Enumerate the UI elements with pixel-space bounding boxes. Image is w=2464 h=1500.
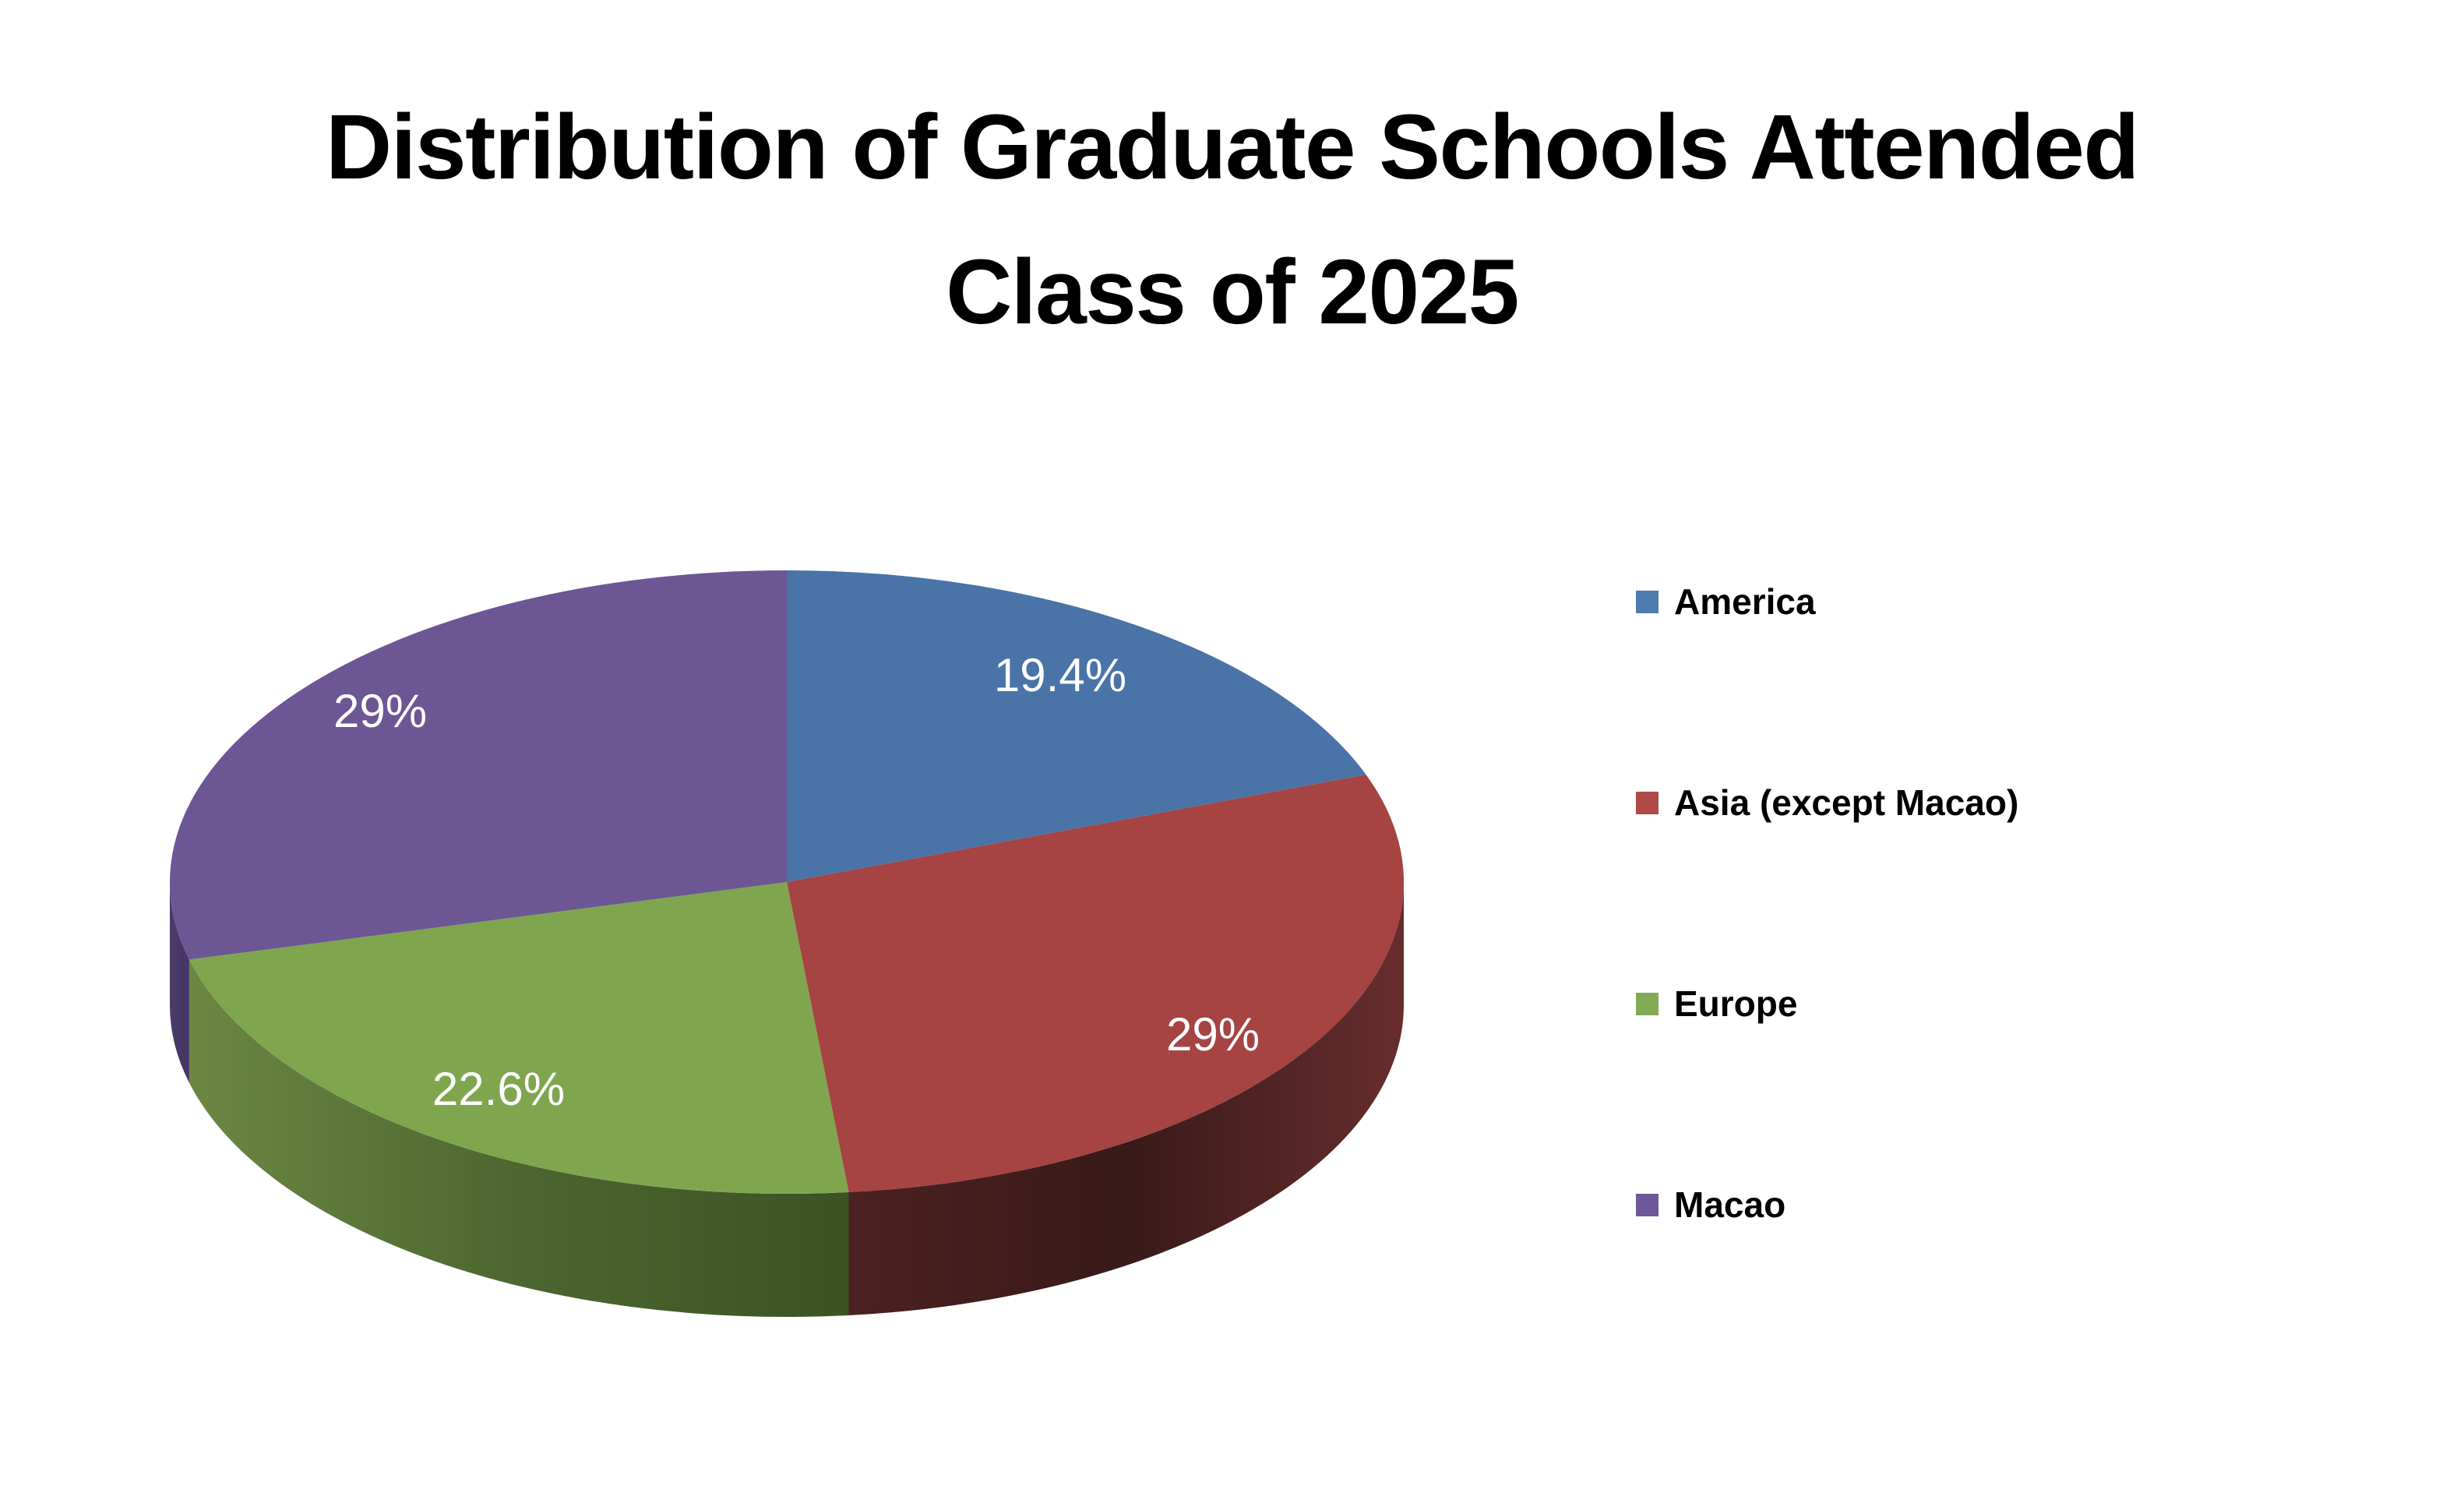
legend-label-macao: Macao bbox=[1674, 1184, 1786, 1225]
legend: America Asia (except Macao) Europe Macao bbox=[1636, 581, 2019, 1225]
pie-label-asia: 29% bbox=[1166, 1008, 1260, 1061]
legend-swatch-asia bbox=[1636, 791, 1659, 814]
legend-label-europe: Europe bbox=[1674, 983, 1798, 1024]
pie-label-macao: 29% bbox=[333, 685, 427, 737]
pie-side-macao bbox=[170, 882, 189, 1083]
legend-swatch-america bbox=[1636, 590, 1659, 613]
pie-slice-macao bbox=[170, 570, 788, 960]
legend-item-america: America bbox=[1636, 581, 2018, 622]
pie-side-asia bbox=[848, 882, 1404, 1315]
chart-title-line2: Class of 2025 bbox=[946, 241, 1519, 344]
chart-title-line1: Distribution of Graduate Schools Attende… bbox=[326, 96, 2139, 199]
pie-slice-europe bbox=[189, 882, 849, 1195]
pie-label-america: 19.4% bbox=[994, 649, 1126, 701]
legend-swatch-europe bbox=[1636, 992, 1659, 1015]
chart-title: Distribution of Graduate Schools Attende… bbox=[0, 75, 2464, 365]
pie-label-europe: 22.6% bbox=[432, 1063, 565, 1115]
legend-label-america: America bbox=[1674, 581, 1816, 622]
legend-item-europe: Europe bbox=[1636, 983, 2018, 1024]
pie-side-europe bbox=[189, 959, 849, 1318]
legend-swatch-macao bbox=[1636, 1193, 1659, 1216]
legend-label-asia: Asia (except Macao) bbox=[1674, 782, 2019, 823]
pie-slice-america bbox=[787, 570, 1366, 882]
legend-item-macao: Macao bbox=[1636, 1184, 2018, 1225]
pie-slice-asia bbox=[787, 775, 1405, 1192]
legend-item-asia: Asia (except Macao) bbox=[1636, 782, 2019, 823]
